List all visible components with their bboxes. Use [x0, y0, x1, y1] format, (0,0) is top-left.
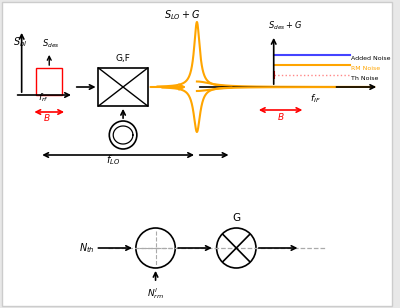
Text: $S_{LO} + G$: $S_{LO} + G$: [164, 8, 200, 22]
Text: $B$: $B$: [277, 111, 284, 122]
Text: $f_{rf}$: $f_{rf}$: [38, 91, 49, 103]
Text: $S_{des}$: $S_{des}$: [42, 38, 60, 50]
Text: $f_{IF}$: $f_{IF}$: [310, 92, 321, 104]
Bar: [36, 68, 62, 95]
Text: $N_{th}$: $N_{th}$: [79, 241, 94, 255]
Text: RM Noise: RM Noise: [352, 66, 381, 71]
Text: $S_{bl}$: $S_{bl}$: [13, 35, 27, 49]
Text: G,F: G,F: [116, 54, 130, 63]
Circle shape: [217, 228, 256, 268]
Bar: [98, 68, 148, 106]
Text: Added Noise: Added Noise: [352, 55, 391, 60]
Text: $f_{LO}$: $f_{LO}$: [106, 153, 120, 167]
Text: Th Noise: Th Noise: [352, 75, 379, 80]
Text: G: G: [232, 213, 240, 223]
Circle shape: [109, 121, 137, 149]
Text: $N_{rm}^l$: $N_{rm}^l$: [147, 286, 164, 301]
Text: $S_{des}+G$: $S_{des}+G$: [268, 19, 302, 32]
Text: $B$: $B$: [44, 112, 51, 123]
Circle shape: [136, 228, 175, 268]
